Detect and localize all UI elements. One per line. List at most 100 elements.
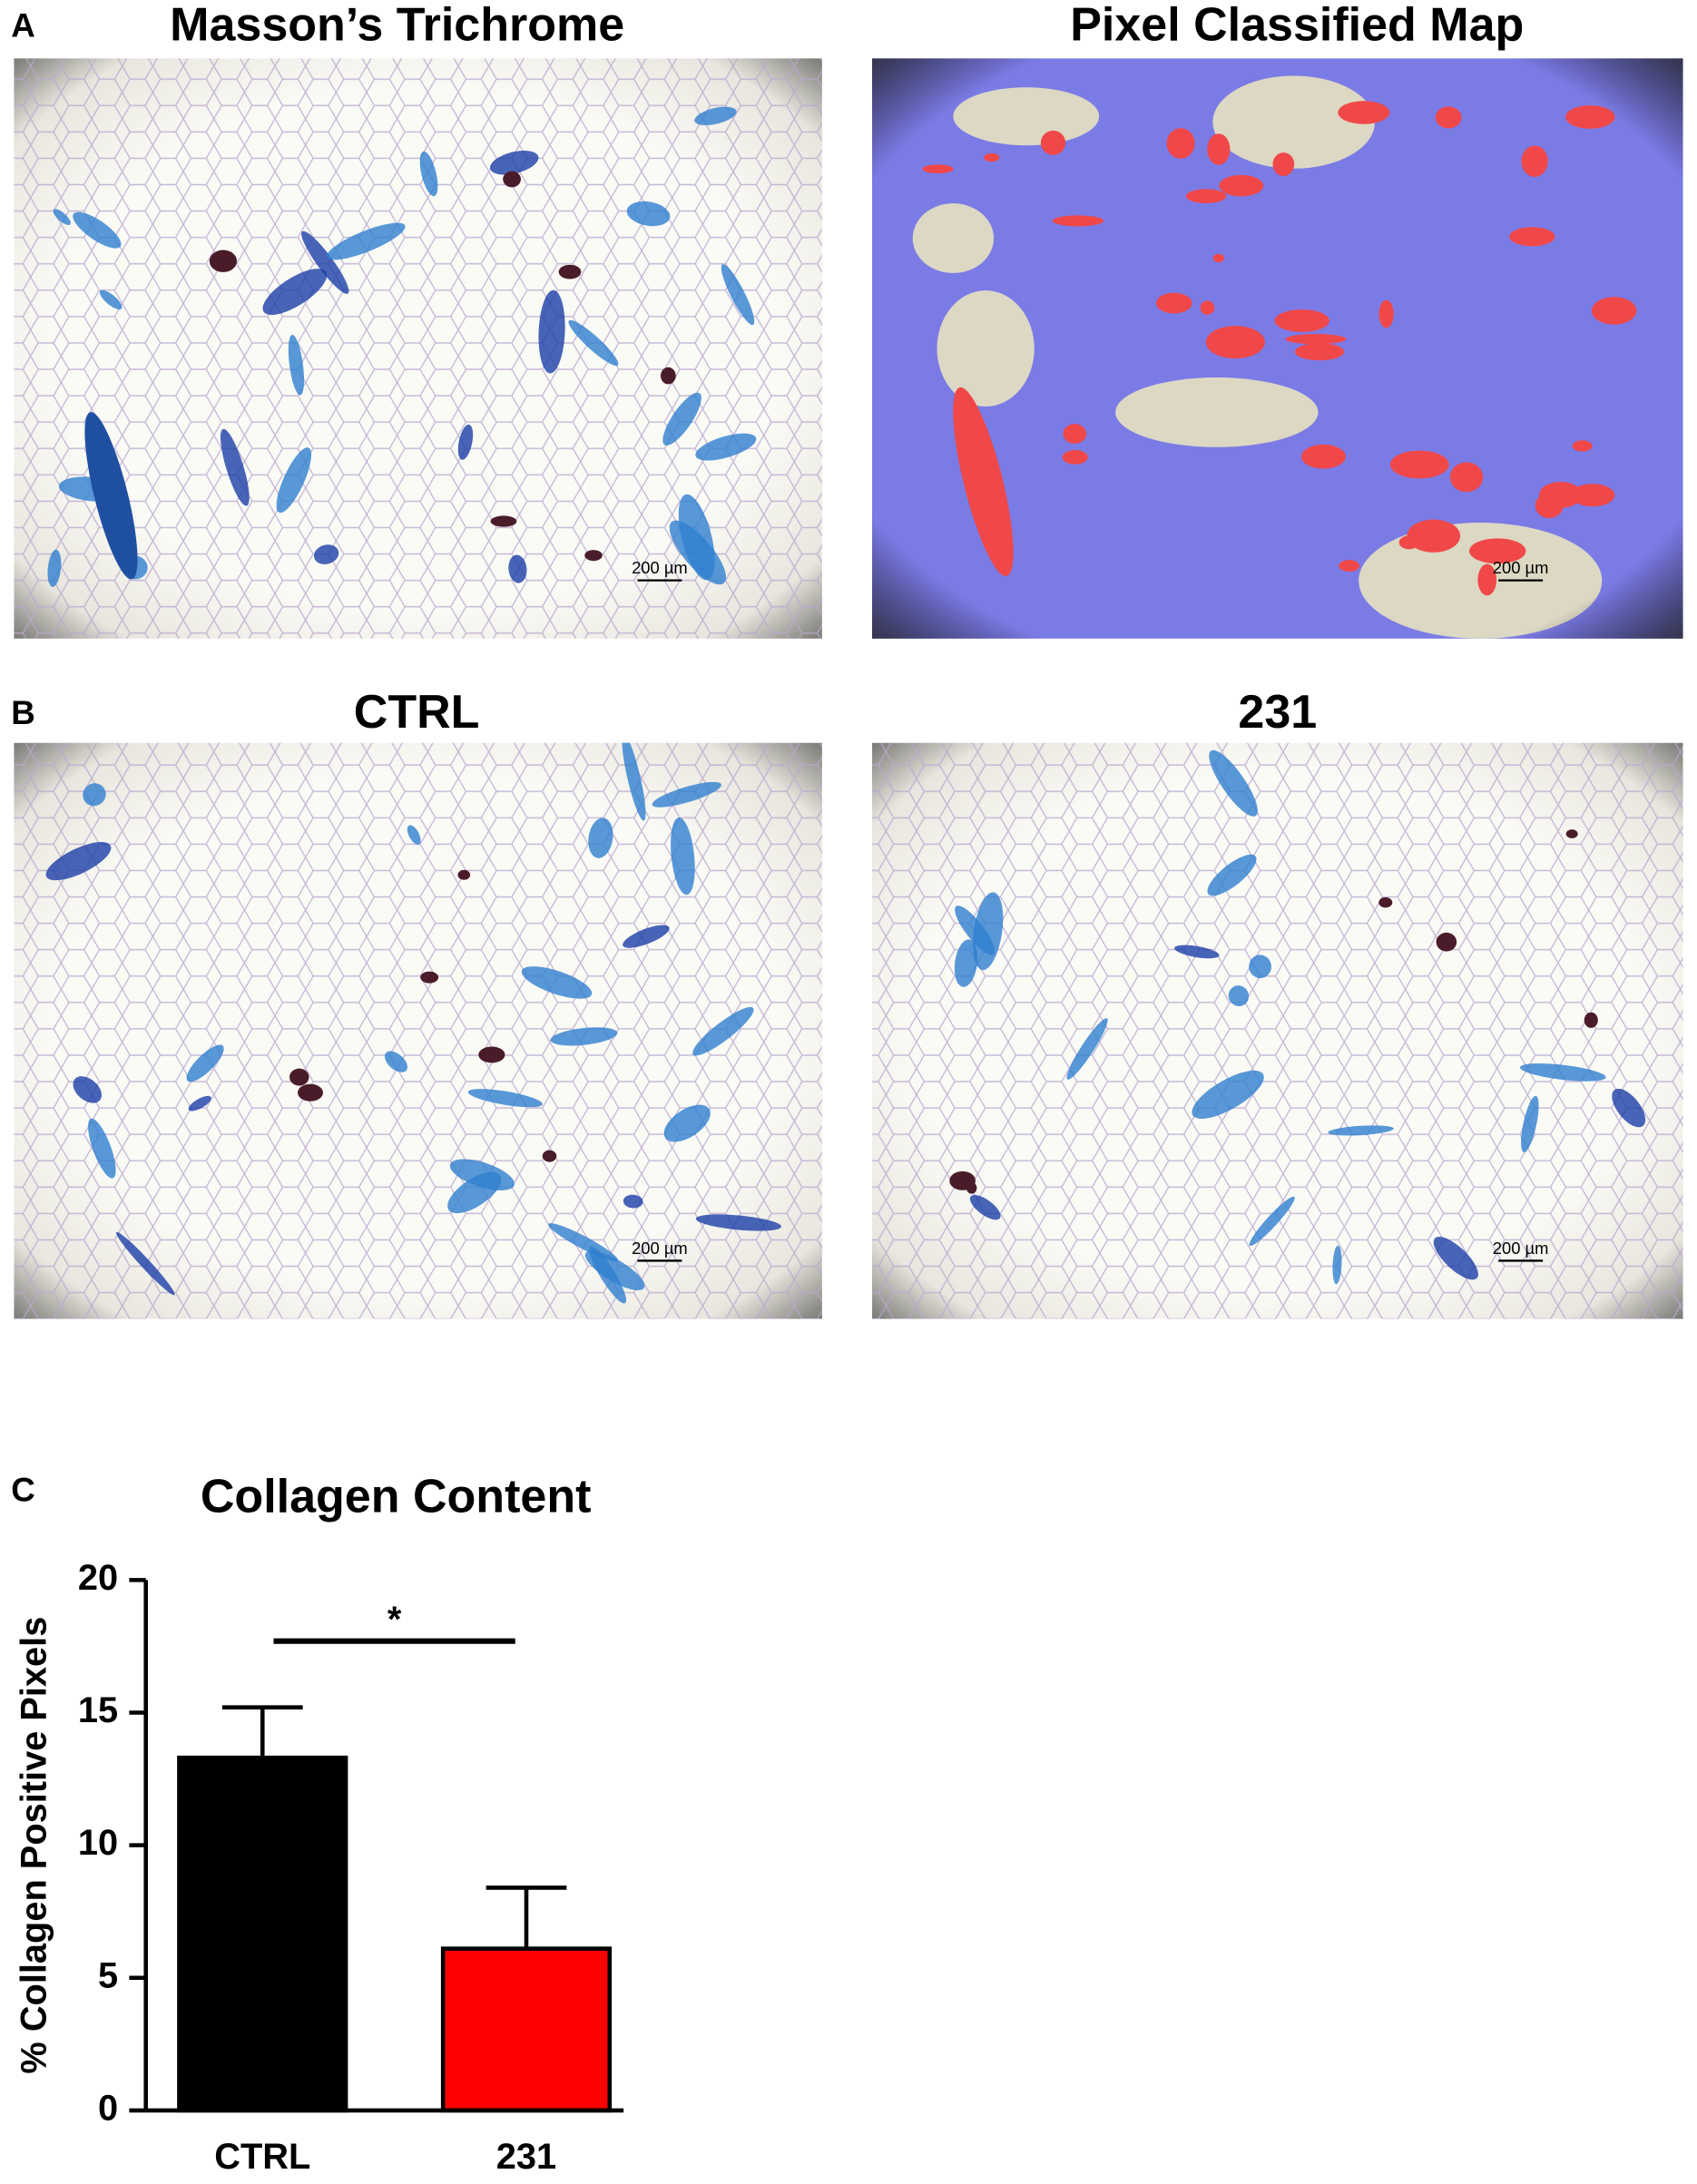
- collagen-stain: [384, 1051, 407, 1072]
- cell-texture: [14, 742, 822, 1319]
- collagen-stain: [568, 319, 619, 367]
- collagen-stain: [288, 334, 305, 396]
- collagen-stain: [301, 230, 349, 294]
- x-tick-label: CTRL: [214, 2137, 310, 2177]
- collagen-stain: [407, 825, 421, 845]
- collagen-stain: [508, 554, 527, 583]
- scale-bar-label: 200 µm: [1493, 1239, 1549, 1258]
- collagen-stain: [695, 1214, 781, 1231]
- collagen-stain: [457, 424, 474, 460]
- collagen-stain: [1066, 1018, 1108, 1080]
- collagen-stain: [47, 549, 62, 587]
- collagen-stain: [99, 289, 123, 310]
- collagen-stain: [663, 1104, 711, 1142]
- dark-stain: [1565, 829, 1578, 838]
- collagen-stain: [1249, 1196, 1295, 1247]
- dark-stain: [490, 515, 517, 527]
- collagen-stain: [589, 1246, 627, 1304]
- collagen-stain: [694, 106, 737, 126]
- dark-stain: [1436, 932, 1457, 952]
- collagen-stain: [969, 1194, 1001, 1220]
- dark-stain: [660, 367, 676, 385]
- collagen-stain: [327, 222, 406, 260]
- micrographs: 200 µm 200 µm 200 µm 200 µm: [14, 58, 1683, 1319]
- dark-stain: [949, 1170, 976, 1190]
- cell-texture: [872, 742, 1683, 1319]
- collagen-stain: [973, 892, 1004, 971]
- y-tick-label: 10: [78, 1823, 118, 1863]
- collagen-stain: [53, 209, 71, 225]
- collagen-stain: [623, 925, 670, 948]
- dark-stain: [503, 171, 522, 188]
- bar: [440, 1946, 613, 2113]
- panel-label: B: [11, 694, 35, 731]
- collagen-stain: [588, 818, 613, 858]
- collagen-stain: [550, 1027, 618, 1046]
- collagen-stain: [419, 151, 438, 197]
- chart-title: Collagen Content: [201, 1470, 592, 1523]
- image-title: 231: [1238, 686, 1317, 739]
- collagen-stain: [1433, 1236, 1478, 1280]
- micrograph: [14, 742, 822, 1319]
- y-tick-label: 15: [78, 1690, 118, 1730]
- collagen-stain: [83, 783, 106, 807]
- micrograph: [872, 58, 1683, 639]
- image-title: CTRL: [354, 686, 480, 739]
- collagen-stain: [1612, 1088, 1646, 1128]
- x-tick-label: 231: [496, 2137, 556, 2177]
- bar-chart: C Collagen Content % Collagen Positive Pix…: [11, 1470, 624, 2177]
- dark-stain: [289, 1068, 309, 1086]
- y-tick-label: 0: [98, 2088, 118, 2128]
- dark-stain: [420, 971, 439, 984]
- micrograph: [872, 742, 1683, 1319]
- collagen-stain: [623, 1194, 643, 1209]
- collagen-stain: [1521, 1095, 1539, 1152]
- collagen-stain: [692, 1006, 754, 1056]
- collagen-stain: [671, 817, 695, 896]
- y-axis-label: % Collagen Positive Pixels: [14, 1617, 54, 2074]
- image-title: Pixel Classified Map: [1070, 0, 1524, 51]
- collagen-stain: [721, 264, 755, 326]
- dark-stain: [298, 1083, 323, 1102]
- collagen-stain: [1209, 749, 1258, 817]
- scale-bar-label: 200 µm: [632, 1239, 688, 1258]
- image-title: Masson’s Trichrome: [170, 0, 624, 51]
- collagen-stain: [188, 1095, 211, 1112]
- collagen-stain: [186, 1044, 224, 1082]
- collagen-stain: [447, 1171, 502, 1214]
- collagen-stain: [73, 1076, 103, 1103]
- y-tick-label: 5: [98, 1955, 118, 1995]
- collagen-stain: [548, 1223, 619, 1262]
- collagen-stain: [1332, 1245, 1342, 1285]
- collagen-stain: [1328, 1125, 1394, 1136]
- collagen-stain: [695, 433, 757, 461]
- dark-stain: [558, 264, 582, 279]
- collagen-stain: [954, 939, 978, 987]
- collagen-stain: [538, 289, 565, 374]
- dark-stain: [478, 1046, 505, 1063]
- collagen-stain: [622, 742, 646, 821]
- collagen-stain: [652, 781, 721, 808]
- collagen-stain: [1192, 1070, 1264, 1119]
- panel-label: C: [11, 1472, 35, 1509]
- collagen-stain: [1228, 985, 1250, 1006]
- y-tick-label: 20: [78, 1558, 118, 1598]
- collagen-stain: [73, 211, 122, 249]
- dark-stain: [1584, 1012, 1598, 1028]
- collagen-stain: [220, 428, 250, 506]
- significance-label: *: [387, 1600, 402, 1640]
- collagen-stain: [1249, 955, 1271, 979]
- collagen-stain: [45, 842, 112, 881]
- scale-bar-label: 200 µm: [1493, 558, 1549, 577]
- dark-stain: [1378, 897, 1393, 908]
- collagen-stain: [115, 1231, 175, 1296]
- collagen-stain: [1519, 1063, 1606, 1082]
- dark-stain: [457, 869, 471, 880]
- collagen-stain: [490, 151, 539, 175]
- collagen-stain: [276, 447, 312, 514]
- collagen-stain: [955, 906, 996, 955]
- collagen-stain: [678, 494, 715, 581]
- collagen-stain: [662, 392, 701, 446]
- collagen-stain: [1207, 854, 1257, 896]
- bar: [177, 1755, 348, 2113]
